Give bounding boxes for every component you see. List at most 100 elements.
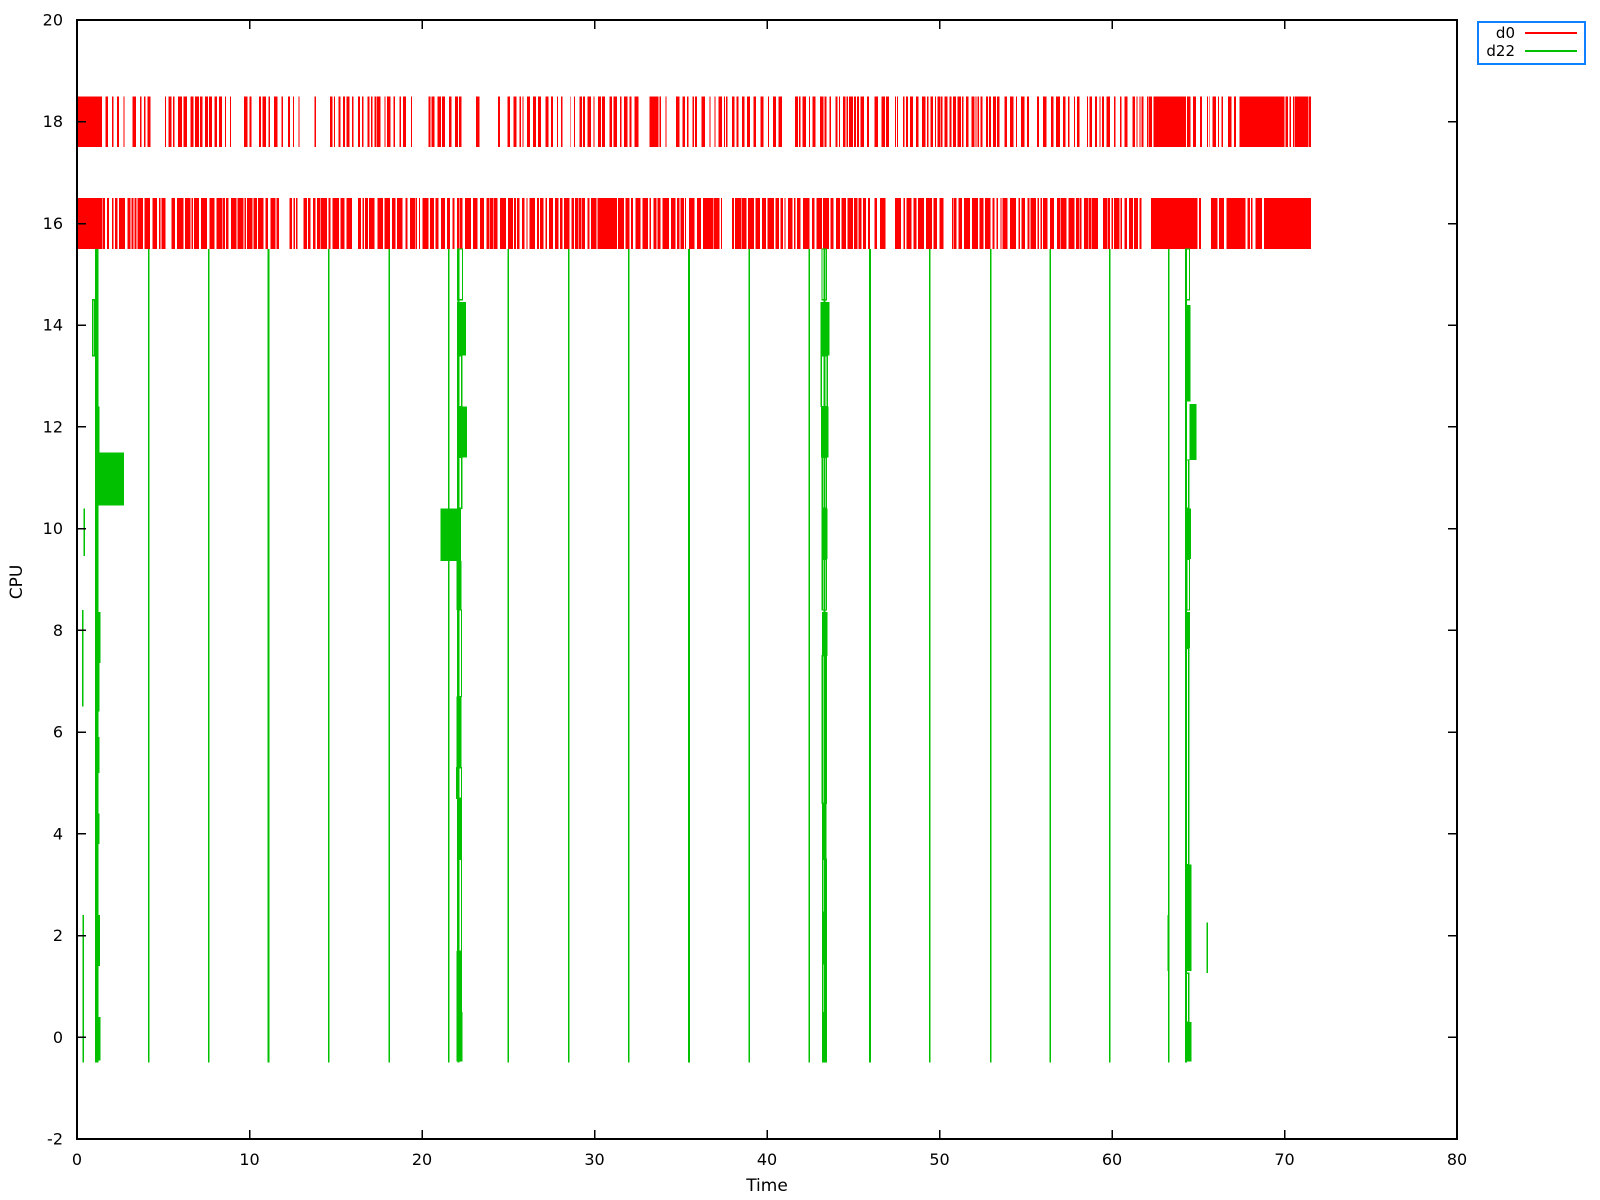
d0-event-bar [551,96,553,148]
d0-event-bar [554,198,559,249]
d0-event-bar [293,198,295,249]
d0-event-bar [634,96,639,148]
d0-event-bar [881,96,885,148]
legend-label-d22: d22 [1486,42,1515,60]
d0-event-bar [1141,96,1144,148]
d0-event-bar [709,96,711,148]
d0-event-bar [253,198,258,249]
d0-event-bar [714,96,716,148]
d0-event-bar [486,198,490,249]
d0-event-bar [1285,96,1289,148]
legend-item-d22: d22 [1482,42,1577,60]
d0-event-bar [1186,96,1191,148]
d0-event-bar [972,198,978,249]
d22-event-line [869,248,871,1063]
d0-event-bar [1124,96,1128,148]
d22-event-line [1109,248,1111,1063]
d0-event-bar [195,96,199,148]
d0-event-bar [209,198,215,249]
d0-event-bar [540,198,544,249]
d0-event-bar [1068,198,1075,249]
d22-event-line [989,248,992,1063]
d0-event-bar [966,96,969,148]
d0-event-bar [1289,96,1292,148]
d0-event-bar [152,198,157,249]
d0-event-bar [642,198,648,249]
x-tick-label: 40 [757,1150,777,1169]
d0-event-bar [682,96,686,148]
d0-event-bar [613,96,617,148]
y-tick-label: 8 [53,621,63,640]
d0-event-bar [191,198,194,249]
d0-event-bar [1094,96,1097,148]
d22-block [1186,508,1191,560]
d0-event-bar [1208,96,1210,148]
d0-event-bar [742,198,747,249]
d0-event-bar [625,198,630,249]
d0-event-bar [687,96,689,148]
d0-event-bar [123,96,125,148]
d22-event-line [207,248,210,1063]
d0-event-bar [1076,96,1080,148]
d0-event-bar [574,96,576,148]
d0-event-bar [490,198,494,249]
d0-event-bar [244,96,248,148]
d0-event-bar [405,198,408,249]
d0-event-bar [1198,198,1202,249]
d0-event-bar [635,198,641,249]
d0-event-bar [593,96,595,148]
d0-event-bar [1251,198,1253,249]
d0-event-bar [1107,198,1110,249]
d0-event-bar [816,198,823,249]
d0-event-bar [671,198,676,249]
d0-event-bar [735,198,742,249]
d0-event-bar [838,96,840,148]
d0-event-bar [435,198,439,249]
d0-event-bar [963,198,970,249]
d0-event-bar [473,198,478,249]
d0-event-bar [853,198,858,249]
d0-event-bar [761,198,766,249]
d0-event-bar [159,198,161,249]
d0-event-bar [958,198,963,249]
d0-event-bar [971,96,975,148]
d0-event-bar [620,96,622,148]
d0-event-bar [475,96,480,148]
d0-event-bar [676,96,680,148]
d0-event-bar [230,96,232,148]
d22-block [1206,922,1209,974]
d22-block [457,301,466,356]
d22-block [1185,304,1191,402]
d0-event-bar [1027,96,1029,148]
d0-event-bar [258,96,262,148]
d0-event-bar [934,96,936,148]
d0-event-bar [127,198,131,249]
d0-solid-run [703,198,714,249]
d0-event-bar [415,198,418,249]
d0-event-bar [190,96,194,148]
d0-event-bar [862,198,866,249]
d0-event-bar [561,96,563,148]
d22-event-line [447,248,450,1063]
d0-event-bar [579,96,582,148]
d0-event-bar [1219,198,1224,249]
d0-event-bar [949,96,952,148]
d0-event-bar [557,96,558,148]
d0-event-bar [629,96,632,148]
d22-event-bar [82,610,84,707]
d0-event-bar [1247,198,1251,249]
d0-event-bar [340,198,345,249]
d0-event-bar [537,96,542,148]
d0-event-bar [846,96,848,148]
d0-event-bar [812,96,816,148]
d0-event-bar [937,96,941,148]
d0-event-bar [1030,198,1036,249]
d0-event-bar [1021,198,1025,249]
d0-event-bar [526,198,528,249]
d0-event-bar [265,198,268,249]
d0-event-bar [885,96,890,148]
d0-event-bar [895,198,901,249]
d22-block [97,452,124,506]
d0-event-bar [147,96,151,148]
